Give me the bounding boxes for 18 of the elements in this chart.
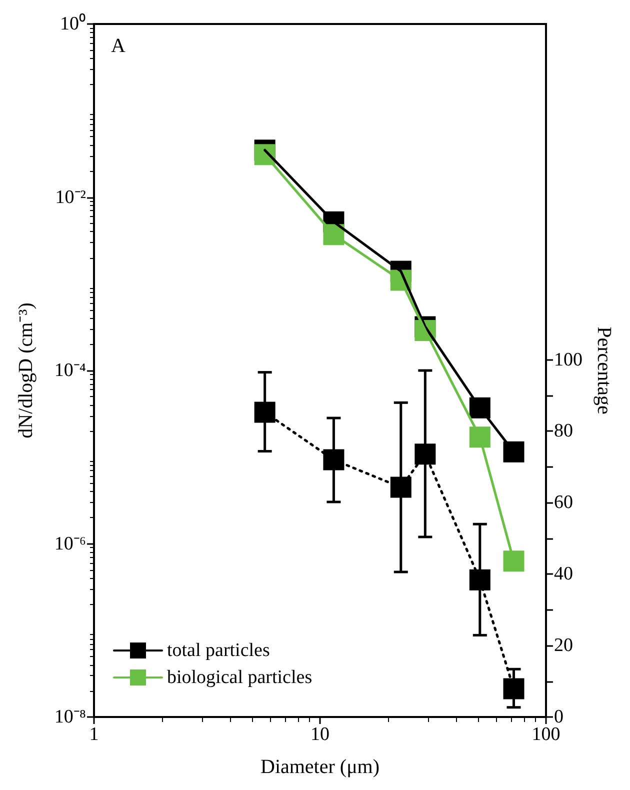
legend-label: biological particles — [167, 667, 312, 688]
x-axis-title: Diameter (μm) — [260, 756, 380, 778]
y2-tick-label: 100 — [554, 349, 582, 370]
y2-tick-label: 60 — [554, 492, 573, 514]
y2-tick-label: 20 — [554, 635, 573, 656]
y2-tick-label: 80 — [554, 420, 573, 442]
x-tick-label: 10 — [310, 724, 330, 745]
x-tick-label: 1 — [89, 724, 99, 745]
y-axis-title: dN/dlogD (cm⁻³) — [15, 302, 37, 438]
y-tick-label: 10⁰ — [60, 12, 86, 34]
y-tick-label: 10⁻⁴ — [54, 360, 86, 381]
y-tick-label: 10⁻² — [55, 186, 86, 208]
y2-tick-label: 40 — [554, 564, 573, 585]
annotation: A — [111, 35, 126, 57]
y-tick-label: 10⁻⁸ — [54, 706, 86, 728]
legend-label: total particles — [167, 640, 270, 661]
y2-axis-title: Percentage — [593, 326, 615, 414]
y-tick-label: 10⁻⁶ — [54, 533, 86, 554]
